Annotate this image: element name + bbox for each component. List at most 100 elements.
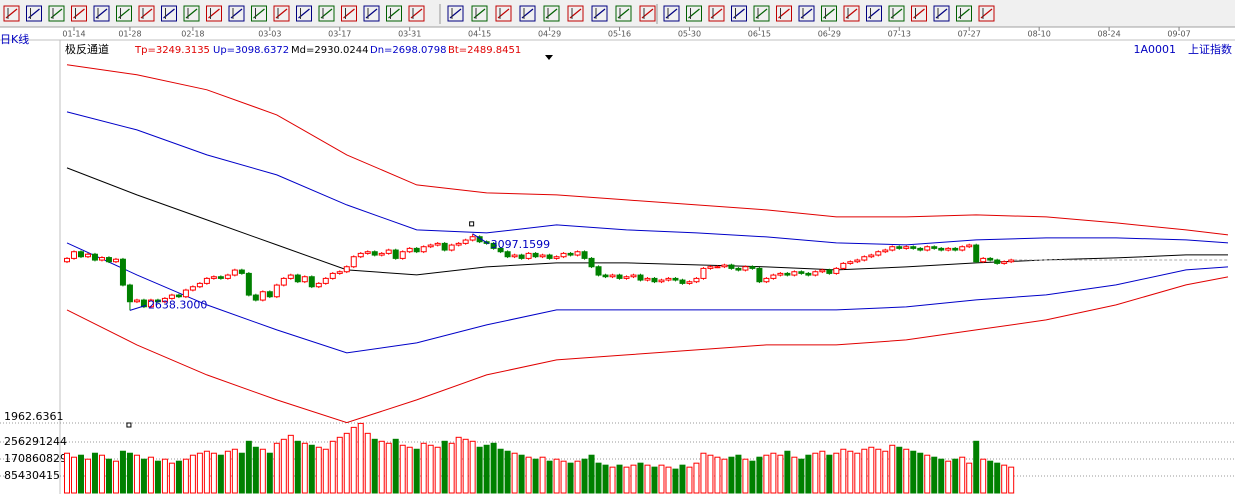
toolbar-button[interactable] (116, 5, 132, 22)
toolbar-button[interactable] (183, 5, 200, 22)
dropdown-arrow[interactable] (545, 55, 553, 60)
volume-bar (763, 454, 770, 494)
volume-bar (728, 456, 735, 494)
toolbar-button[interactable] (866, 5, 882, 22)
volume-bar (819, 450, 826, 494)
volume-bar (420, 442, 427, 494)
indicator-title: 极反通道 (65, 42, 109, 56)
volume-bar (126, 452, 133, 494)
toolbar-button[interactable] (48, 5, 65, 22)
candle-body (679, 279, 686, 284)
candle-body (973, 244, 980, 263)
toolbar-button[interactable] (296, 5, 312, 22)
volume-bar (847, 450, 854, 494)
toolbar-button[interactable] (228, 5, 245, 22)
volume-bar (266, 452, 273, 494)
candle-body (245, 272, 252, 296)
volume-bar (455, 436, 462, 494)
toolbar-button[interactable] (843, 5, 860, 22)
toolbar-button[interactable] (978, 5, 995, 22)
candle-body (434, 242, 441, 246)
candle-body (98, 257, 105, 261)
volume-bar (469, 440, 476, 494)
low-marker (126, 422, 132, 428)
volume-bar (63, 452, 70, 494)
toolbar-button[interactable] (798, 5, 815, 22)
candle-body (819, 269, 826, 273)
volume-bar (756, 456, 763, 494)
toolbar-button[interactable] (93, 5, 110, 22)
icon-frame (183, 5, 200, 22)
icon-frame (591, 5, 608, 22)
toolbar-button[interactable] (543, 5, 560, 22)
toolbar-button[interactable] (753, 5, 770, 22)
volume-bar (1001, 464, 1008, 494)
toolbar-button[interactable] (686, 5, 702, 22)
candle-body (630, 274, 637, 278)
candle-body (637, 274, 644, 281)
volume-bar (777, 454, 784, 494)
toolbar-button[interactable] (3, 5, 20, 22)
toolbar-button[interactable] (888, 5, 905, 22)
candle-body (735, 267, 742, 271)
volume-bar (497, 448, 504, 494)
icon-frame (116, 5, 132, 22)
band-line (66, 111, 1229, 246)
toolbar-button[interactable] (318, 5, 335, 22)
candle-body (504, 251, 511, 258)
toolbar-button[interactable] (708, 5, 725, 22)
high-annotation: 3097.1599 (491, 238, 551, 251)
volume-bar (910, 450, 917, 494)
toolbar-button[interactable] (776, 5, 792, 22)
candle-body (336, 271, 343, 274)
volume-bar (371, 438, 378, 494)
x-tick-label: 08-10 (1028, 30, 1051, 39)
toolbar-button[interactable] (567, 5, 584, 22)
toolbar-button[interactable] (138, 5, 155, 22)
toolbar-button[interactable] (933, 5, 950, 22)
toolbar-button[interactable] (956, 5, 972, 22)
toolbar-button[interactable] (731, 5, 747, 22)
toolbar-button[interactable] (495, 5, 512, 22)
toolbar-button[interactable] (251, 5, 267, 22)
toolbar-button[interactable] (821, 5, 837, 22)
toolbar-button[interactable] (471, 5, 488, 22)
x-tick-label: 02-18 (181, 30, 204, 39)
candle-body (308, 276, 315, 288)
candle-body (833, 267, 840, 274)
toolbar-button[interactable] (639, 5, 656, 22)
toolbar-button[interactable] (519, 5, 536, 22)
toolbar-button[interactable] (663, 5, 680, 22)
toolbar-button[interactable] (408, 5, 425, 22)
toolbar-button[interactable] (363, 5, 380, 22)
volume-bar (952, 458, 959, 494)
toolbar-button[interactable] (26, 5, 42, 22)
volume-bar (196, 452, 203, 494)
volume-bar (546, 460, 553, 494)
volume-bar (77, 454, 84, 494)
toolbar-button[interactable] (71, 5, 87, 22)
toolbar-button[interactable] (273, 5, 290, 22)
toolbar-button[interactable] (447, 5, 464, 22)
candle-body (238, 269, 245, 274)
toolbar-button[interactable] (206, 5, 222, 22)
toolbar-button[interactable] (911, 5, 927, 22)
candle-body (266, 291, 273, 298)
icon-frame (386, 5, 402, 22)
toolbar-button[interactable] (386, 5, 402, 22)
volume-bar (378, 440, 385, 494)
volume-bar (259, 448, 266, 494)
icon-frame (663, 5, 680, 22)
volume-bar (294, 440, 301, 494)
toolbar-button[interactable] (161, 5, 177, 22)
toolbar-button[interactable] (615, 5, 632, 22)
toolbar-button[interactable] (341, 5, 357, 22)
candle-body (805, 272, 812, 276)
candle-body (553, 256, 560, 259)
volume-bar (175, 460, 182, 494)
toolbar-button[interactable] (591, 5, 608, 22)
candle-body (854, 259, 861, 263)
volume-bar (693, 462, 700, 494)
volume-bar (672, 468, 679, 494)
volume-bar (252, 446, 259, 494)
